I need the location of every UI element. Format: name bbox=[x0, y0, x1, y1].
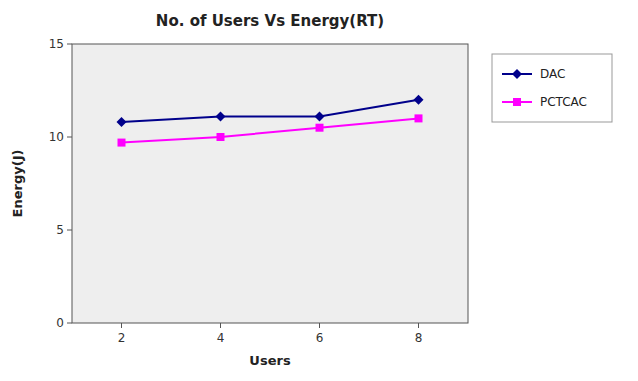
data-point bbox=[217, 133, 225, 141]
series-group bbox=[117, 95, 424, 147]
y-tick-label: 15 bbox=[49, 37, 64, 51]
legend-label: PCTCAC bbox=[540, 95, 587, 109]
plot-background bbox=[72, 44, 468, 323]
data-point bbox=[216, 112, 226, 122]
x-tick-label: 6 bbox=[316, 331, 324, 345]
data-point bbox=[117, 117, 127, 127]
x-tick bbox=[121, 323, 122, 328]
legend: DAC PCTCAC bbox=[492, 54, 612, 122]
y-tick-label: 5 bbox=[56, 223, 64, 237]
x-tick-label: 4 bbox=[217, 331, 225, 345]
y-tick bbox=[67, 230, 72, 231]
data-point bbox=[316, 124, 324, 132]
x-tick-label: 8 bbox=[415, 331, 423, 345]
y-tick bbox=[67, 137, 72, 138]
x-tick bbox=[418, 323, 419, 328]
y-tick-label: 10 bbox=[49, 130, 64, 144]
y-tick bbox=[67, 44, 72, 45]
legend-box bbox=[492, 54, 612, 122]
x-axis-label: Users bbox=[249, 353, 291, 368]
series-line bbox=[122, 100, 419, 122]
data-point bbox=[415, 114, 423, 122]
legend-label: DAC bbox=[540, 67, 565, 81]
x-tick bbox=[319, 323, 320, 328]
y-axis-label: Energy(J) bbox=[10, 150, 25, 218]
x-tick-label: 2 bbox=[118, 331, 126, 345]
y-tick-label: 0 bbox=[56, 316, 64, 330]
y-tick bbox=[67, 323, 72, 324]
chart-container: 2 4 6 8 0 5 10 15 No. of Users Vs Energy(RT) User… bbox=[0, 0, 638, 381]
chart-title: No. of Users Vs Energy(RT) bbox=[156, 12, 384, 30]
chart: 2 4 6 8 0 5 10 15 No. of Users Vs Energy(RT) User… bbox=[0, 0, 638, 381]
legend-marker bbox=[513, 98, 521, 106]
data-point bbox=[118, 139, 126, 147]
x-tick bbox=[220, 323, 221, 328]
series-line bbox=[122, 118, 419, 142]
plot-frame bbox=[72, 44, 468, 323]
data-point bbox=[414, 95, 424, 105]
legend-marker bbox=[512, 69, 522, 79]
data-point bbox=[315, 112, 325, 122]
